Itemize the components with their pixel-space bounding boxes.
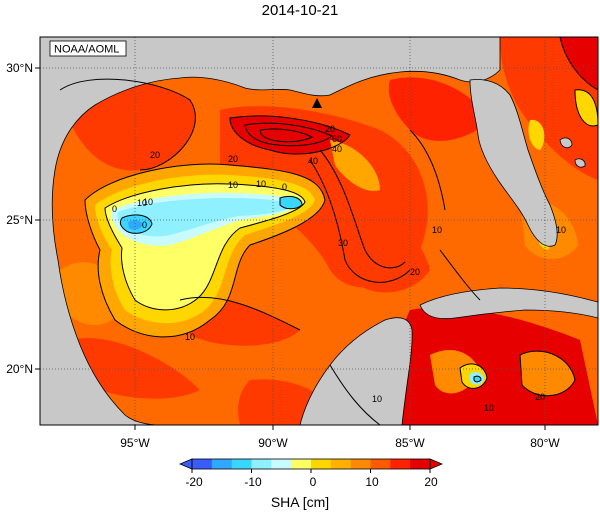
lat-tick-label: 20°N bbox=[6, 362, 33, 376]
colorbar-cell bbox=[350, 459, 371, 469]
colorbar-cell bbox=[291, 459, 312, 469]
contour-label: 10 bbox=[137, 198, 147, 208]
contour-label: 20 bbox=[535, 392, 545, 402]
lon-tick-label: 95°W bbox=[120, 436, 150, 450]
contour-label: 40 bbox=[308, 156, 318, 166]
contour-label: 60 bbox=[332, 134, 342, 144]
colorbar-tick-label: -10 bbox=[244, 475, 262, 489]
colorbar-cell bbox=[231, 459, 252, 469]
map-frame bbox=[39, 36, 599, 426]
contour-lines bbox=[59, 37, 598, 425]
colorbar-cell bbox=[410, 459, 431, 469]
lat-tick-label: 25°N bbox=[6, 213, 33, 227]
colorbar-min-arrow bbox=[178, 458, 193, 470]
contour-label: 20 bbox=[410, 267, 420, 277]
credit-text: NOAA/AOML bbox=[54, 44, 119, 56]
colorbar-tick-label: 20 bbox=[424, 475, 438, 489]
contour-labels: 20 10 0 0 10 20 40 60 40 30 20 10 10 10 … bbox=[112, 124, 566, 413]
contour-label: 20 bbox=[228, 154, 238, 164]
colorbar-cell bbox=[311, 459, 332, 469]
colorbar-max-arrow bbox=[429, 458, 444, 470]
contour-label: 20 bbox=[325, 124, 335, 134]
axis-ticks bbox=[35, 67, 546, 430]
contour-label: 10 bbox=[432, 225, 442, 235]
contour-label: 10 bbox=[228, 180, 238, 190]
contour-label: 40 bbox=[332, 144, 342, 154]
credit-box bbox=[49, 40, 127, 57]
contour-label: 0 bbox=[112, 204, 117, 214]
colorbar-cells bbox=[178, 458, 444, 470]
contour-label: 30 bbox=[338, 238, 348, 248]
contour-label: 10 bbox=[143, 197, 153, 207]
colorbar-cell bbox=[251, 459, 272, 469]
map-title: 2014-10-21 bbox=[261, 2, 339, 19]
colorbar-label: SHA [cm] bbox=[270, 494, 330, 510]
colorbar-tick-label: -20 bbox=[185, 475, 203, 489]
contour-label: 10 bbox=[256, 179, 266, 189]
land bbox=[40, 37, 598, 425]
colorbar-cell bbox=[271, 459, 292, 469]
triangle-marker bbox=[312, 98, 322, 108]
contour-label: 10 bbox=[556, 225, 566, 235]
colorbar-cell bbox=[390, 459, 411, 469]
contour-label: 10 bbox=[372, 394, 382, 404]
lon-tick-label: 90°W bbox=[258, 436, 288, 450]
graticule bbox=[40, 37, 598, 425]
contour-label: 10 bbox=[484, 403, 494, 413]
colorbar: -20 -10 0 10 20 bbox=[178, 458, 444, 489]
lon-tick-label: 80°W bbox=[530, 436, 560, 450]
colorbar-cell bbox=[330, 459, 352, 469]
contour-label: 20 bbox=[150, 150, 160, 160]
colorbar-cell bbox=[370, 459, 391, 469]
colorbar-tick-label: 10 bbox=[365, 475, 379, 489]
colorbar-tick-label: 0 bbox=[310, 475, 317, 489]
contour-label: 0 bbox=[282, 182, 287, 192]
lon-tick-label: 85°W bbox=[395, 436, 425, 450]
colorbar-cell bbox=[211, 459, 233, 469]
lat-tick-label: 30°N bbox=[6, 61, 33, 75]
contour-label: 0 bbox=[142, 220, 147, 230]
colorbar-cell bbox=[192, 459, 213, 469]
contour-label: 10 bbox=[185, 332, 195, 342]
